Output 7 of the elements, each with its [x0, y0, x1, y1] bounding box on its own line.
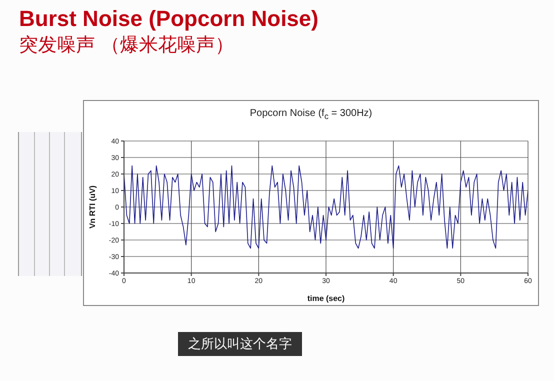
text: Popcorn Noise (f$_{c}$ = 300Hz)	[248, 108, 374, 121]
line-series	[124, 165, 528, 249]
x-axis-title: time (sec)	[307, 294, 346, 303]
text: 之所以叫这个名字	[178, 332, 302, 356]
chart-subtitle: 突发噪声 （爆米花噪声）	[19, 33, 234, 58]
chart-title: Burst Noise (Popcorn Noise)	[19, 6, 318, 32]
y-axis-title: Vn RTI (uV)	[88, 185, 97, 229]
